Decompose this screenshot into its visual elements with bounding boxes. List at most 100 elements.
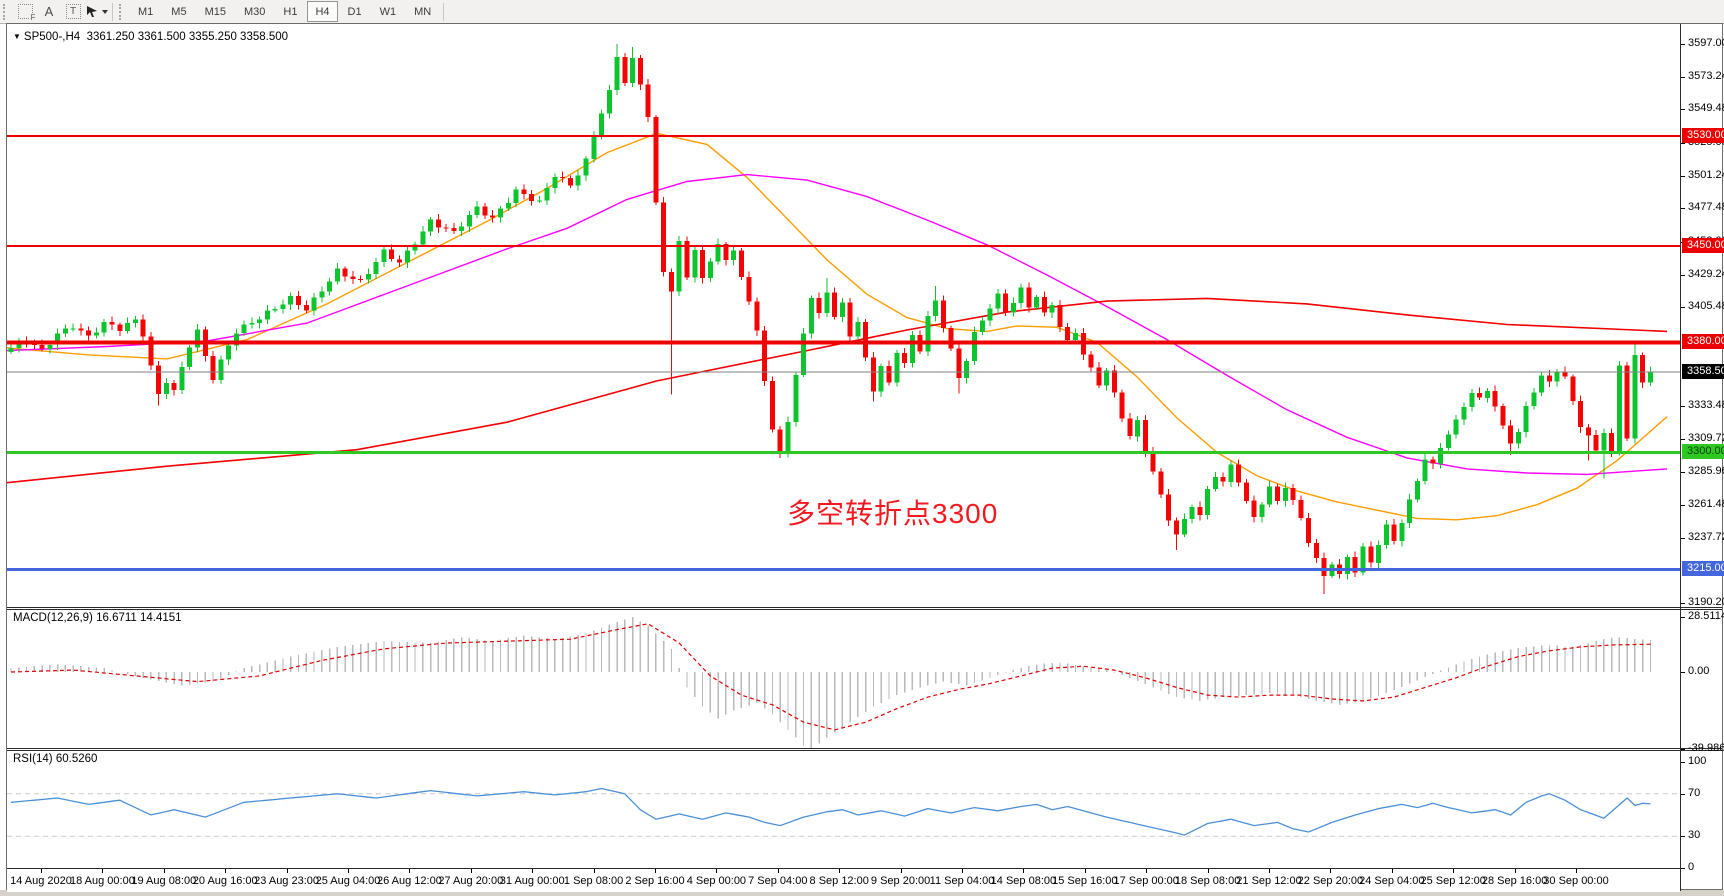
text-label-button[interactable]: A <box>38 2 60 21</box>
level-badge-3215.000: 3215.000 <box>1682 561 1724 576</box>
timeframe-button-W1[interactable]: W1 <box>379 5 397 18</box>
axis-tick-dash <box>1681 794 1685 795</box>
rsi-indicator-label: RSI(14) 60.5260 <box>13 753 98 765</box>
current-price-badge: 3358.500 <box>1682 364 1724 379</box>
cursor-tool-button[interactable] <box>86 2 108 21</box>
axis-tick-dash <box>1681 749 1685 750</box>
candle-up <box>583 158 589 176</box>
rsi-canvas[interactable] <box>7 751 1680 868</box>
candle-up <box>1010 302 1016 313</box>
candle-down <box>1197 507 1203 516</box>
timeframe-button-M1[interactable]: M1 <box>138 5 154 18</box>
time-axis-label: 7 Sep 04:00 <box>748 875 808 887</box>
candle-up <box>16 341 22 348</box>
timeframe-button-M30[interactable]: M30 <box>243 5 266 18</box>
macd-tick-label: 28.5114 <box>1688 610 1724 622</box>
panel-separator[interactable] <box>7 748 1722 749</box>
candle-down <box>1243 482 1249 501</box>
axis-tick-dash <box>1681 505 1685 506</box>
time-axis-label: 27 Aug 20:00 <box>438 875 504 887</box>
timeframe-button-MN[interactable]: MN <box>414 5 432 18</box>
time-axis-label: 18 Aug 00:00 <box>69 875 135 887</box>
level-badge-3380.000: 3380.000 <box>1682 334 1724 349</box>
candle-up <box>272 309 278 311</box>
collapse-arrow-icon[interactable]: ▼ <box>13 32 21 41</box>
candle-up <box>1515 432 1521 444</box>
candle-up <box>630 58 636 83</box>
timeframe-button-M5[interactable]: M5 <box>171 5 187 18</box>
candle-up <box>1438 448 1444 464</box>
candle-down <box>117 324 123 332</box>
time-axis-label: 11 Sep 04:00 <box>929 875 995 887</box>
price-chart-canvas[interactable] <box>7 24 1680 607</box>
candle-down <box>1003 293 1009 313</box>
toolbar-drag-handle[interactable] <box>3 3 10 20</box>
candle-up <box>1445 434 1451 449</box>
axis-tick-dash <box>1681 109 1685 110</box>
price-axis[interactable]: 3597.0003573.2403549.4803525.0003501.240… <box>1680 24 1724 891</box>
candle-down <box>1578 401 1584 428</box>
ma-slow-red <box>7 297 1668 484</box>
candle-up <box>801 333 807 375</box>
timeframe-button-M15[interactable]: M15 <box>204 5 226 18</box>
time-axis-label: 4 Sep 00:00 <box>686 875 747 887</box>
panel-separator[interactable] <box>7 750 1722 751</box>
candle-up <box>1018 287 1024 303</box>
macd-canvas[interactable] <box>7 610 1680 748</box>
candle-up <box>125 323 131 332</box>
time-axis-tick <box>1023 869 1025 873</box>
candle-up <box>47 344 53 349</box>
candle-up <box>311 297 317 311</box>
candle-down <box>156 365 162 394</box>
timeframe-button-H1[interactable]: H1 <box>283 5 298 18</box>
time-axis-label: 15 Sep 16:00 <box>1052 875 1118 887</box>
candle-down <box>645 84 651 118</box>
candle-up <box>933 300 939 316</box>
axis-tick-dash <box>1681 307 1685 308</box>
time-axis-label: 25 Sep 12:00 <box>1420 875 1486 887</box>
timeframe-button-D1[interactable]: D1 <box>347 5 362 18</box>
candle-up <box>909 334 915 363</box>
candle-down <box>350 276 356 279</box>
candle-down <box>1609 432 1615 452</box>
candle-down <box>1624 365 1630 439</box>
candle-down <box>622 56 628 83</box>
timeframe-button-H4[interactable]: H4 <box>307 1 338 22</box>
candle-down <box>1150 451 1156 472</box>
candle-up <box>536 200 542 202</box>
candle-up <box>552 176 558 188</box>
panel-separator[interactable] <box>7 609 1722 610</box>
candle-up <box>1632 354 1638 439</box>
panel-separator[interactable] <box>7 607 1722 608</box>
candle-down <box>940 300 946 329</box>
candle-down <box>342 268 348 277</box>
time-axis[interactable]: 14 Aug 2020 18 Aug 00:00 19 Aug 08:00 20 Au… <box>7 868 1680 892</box>
toolbar-separator <box>112 2 113 21</box>
time-axis-label: 19 Aug 08:00 <box>131 875 197 887</box>
text-box-button[interactable]: T <box>62 2 84 21</box>
candle-up <box>1383 524 1389 546</box>
toolbar-drag-handle[interactable] <box>119 3 126 20</box>
candle-up <box>715 244 721 262</box>
chart-annotation[interactable]: 多空转折点3300 <box>787 498 999 529</box>
time-axis-tick <box>225 869 227 873</box>
candle-down <box>1088 354 1094 368</box>
time-axis-label: 23 Aug 23:00 <box>254 875 320 887</box>
candle-up <box>979 320 985 332</box>
candle-down <box>210 356 216 381</box>
candle-up <box>575 175 581 186</box>
ma-fast-orange <box>7 132 1668 521</box>
time-axis-label: 14 Sep 08:00 <box>990 875 1057 887</box>
time-axis-label: 14 Aug 2020 <box>10 875 72 887</box>
time-axis-tick <box>348 869 349 873</box>
candle-down <box>847 302 853 337</box>
axis-tick-dash <box>1681 275 1685 276</box>
chart-shift-button[interactable]: F <box>14 2 37 22</box>
symbol-period-label: SP500-,H4 <box>23 31 81 43</box>
macd-tick-label: 0.00 <box>1688 665 1710 677</box>
candle-down <box>521 189 527 194</box>
time-axis-tick <box>41 869 42 873</box>
candle-down <box>754 301 760 331</box>
time-axis-label: 22 Sep 20:00 <box>1297 875 1364 887</box>
candle-down <box>684 240 690 278</box>
